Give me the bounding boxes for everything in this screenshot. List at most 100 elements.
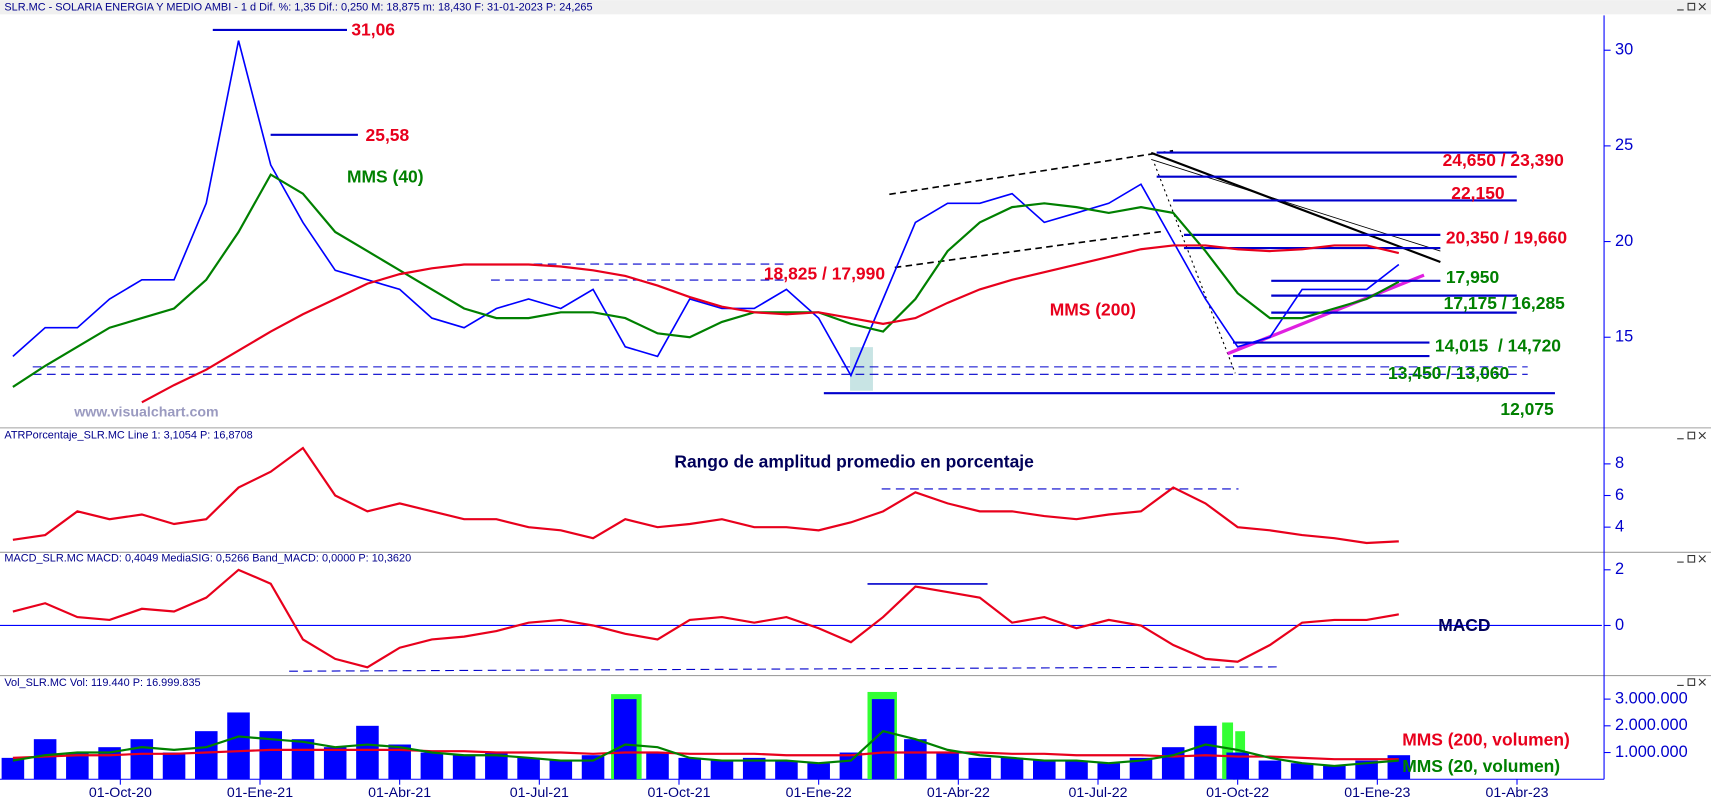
volume-bar — [549, 760, 573, 780]
volume-bar — [614, 699, 637, 780]
volume-bar — [130, 739, 154, 780]
volume-bar — [936, 752, 959, 780]
x-tick-label: 01-Ene-21 — [227, 785, 293, 799]
series-line — [12, 173, 1400, 388]
volume-bar — [356, 725, 379, 780]
window-buttons[interactable] — [1677, 2, 1706, 686]
x-tick-label: 01-Oct-22 — [1206, 785, 1269, 799]
volume-bar — [323, 747, 347, 780]
x-tick-label: 01-Abr-23 — [1485, 785, 1548, 799]
y-tick-label: 3.000.000 — [1615, 689, 1688, 707]
level-label: 13,450 / 13,060 — [1388, 363, 1509, 383]
level-label: 25,58 — [366, 125, 410, 145]
volume-bar — [1065, 760, 1088, 780]
volume-bar — [33, 739, 57, 780]
volume-bar — [1355, 760, 1378, 780]
volume-bar — [710, 760, 734, 780]
volume-bar — [227, 712, 250, 780]
y-tick-label: 0 — [1615, 616, 1624, 634]
y-tick-label: 30 — [1615, 41, 1633, 59]
x-tick-label: 01-Oct-20 — [89, 785, 152, 799]
panel-title: SLR.MC - SOLARIA ENERGIA Y MEDIO AMBI - … — [4, 2, 592, 14]
volume-bar — [871, 699, 895, 780]
series-label: MMS (40) — [347, 167, 424, 187]
volume-bar — [1258, 760, 1282, 780]
volume-bar — [775, 760, 798, 780]
series-label: MMS (20, volumen) — [1402, 756, 1560, 776]
level-label: 31,06 — [351, 19, 395, 39]
series-line — [12, 40, 1400, 378]
panel-title: MACD_SLR.MC MACD: 0,4049 MediaSIG: 0,526… — [4, 553, 411, 565]
volume-bar — [388, 744, 411, 780]
y-tick-label: 15 — [1615, 328, 1633, 346]
level-label: 17,175 / 16,285 — [1444, 293, 1566, 313]
macd-reference — [289, 666, 1283, 672]
volume-bar — [517, 757, 540, 780]
volume-bar — [807, 763, 830, 780]
volume-bar — [1290, 763, 1314, 780]
volume-bar — [646, 752, 669, 780]
volume-bar — [291, 739, 315, 780]
volume-bar — [485, 752, 508, 780]
panel-subtitle: Rango de amplitud promedio en porcentaje — [674, 451, 1034, 471]
y-tick-label: 1.000.000 — [1615, 743, 1688, 761]
y-tick-label: 6 — [1615, 486, 1624, 504]
y-tick-label: 20 — [1615, 232, 1633, 250]
series-line — [141, 244, 1400, 404]
volume-bar — [194, 731, 218, 780]
volume-bar — [452, 755, 476, 780]
volume-bar — [1323, 765, 1346, 780]
y-tick-label: 8 — [1615, 454, 1624, 472]
level-label: 18,825 / 17,990 — [764, 264, 885, 284]
channel-line — [889, 149, 1174, 196]
volume-bar — [1097, 763, 1121, 780]
volume-bar — [581, 755, 605, 780]
highlight — [850, 347, 873, 391]
volume-bar — [66, 752, 89, 780]
series-line — [12, 729, 1399, 768]
series-label: MMS (200, volumen) — [1402, 730, 1570, 750]
x-tick-label: 01-Jul-22 — [1068, 785, 1127, 799]
panel-title: ATRPorcentaje_SLR.MC Line 1: 3,1054 P: 1… — [4, 429, 252, 441]
volume-bar — [162, 752, 186, 780]
level-label: 17,950 — [1446, 267, 1499, 287]
volume-bar — [904, 739, 927, 780]
volume-bar — [1226, 752, 1249, 780]
level-label: 20,350 / 19,660 — [1446, 228, 1567, 248]
series-label: MMS (200) — [1050, 300, 1136, 320]
volume-bar — [678, 757, 702, 780]
volume-bar — [1194, 725, 1217, 780]
volume-highlight — [1222, 722, 1234, 780]
volume-bar — [1129, 757, 1153, 780]
volume-bar — [1000, 757, 1024, 780]
level-label: 22,150 — [1451, 183, 1504, 203]
x-tick-label: 01-Ene-22 — [786, 785, 852, 799]
panel-title: Vol_SLR.MC Vol: 119.440 P: 16.999.835 — [4, 677, 200, 689]
panel-label: MACD — [1438, 615, 1490, 635]
trend-line — [1153, 163, 1236, 374]
volume-bar — [259, 731, 283, 780]
volume-bar — [968, 757, 992, 780]
trend-line — [1150, 151, 1441, 264]
x-tick-label: 01-Ene-23 — [1344, 785, 1410, 799]
volume-bar — [420, 752, 444, 780]
volume-bar — [1, 757, 25, 780]
x-tick-label: 01-Oct-21 — [647, 785, 710, 799]
level-label: 12,075 — [1500, 399, 1554, 419]
y-tick-label: 4 — [1615, 517, 1624, 535]
series-line — [12, 568, 1399, 669]
series-line — [12, 446, 1399, 545]
level-label: 14,015 / 14,720 — [1435, 336, 1561, 356]
y-tick-label: 25 — [1615, 136, 1633, 154]
y-tick-label: 2.000.000 — [1615, 716, 1688, 734]
volume-bar — [1033, 760, 1056, 780]
volume-bar — [742, 757, 766, 780]
header-bar — [0, 0, 1711, 15]
y-tick-label: 2 — [1615, 560, 1624, 578]
watermark: www.visualchart.com — [73, 404, 218, 420]
level-label: 24,650 / 23,390 — [1443, 150, 1564, 170]
x-tick-label: 01-Abr-21 — [368, 785, 431, 799]
